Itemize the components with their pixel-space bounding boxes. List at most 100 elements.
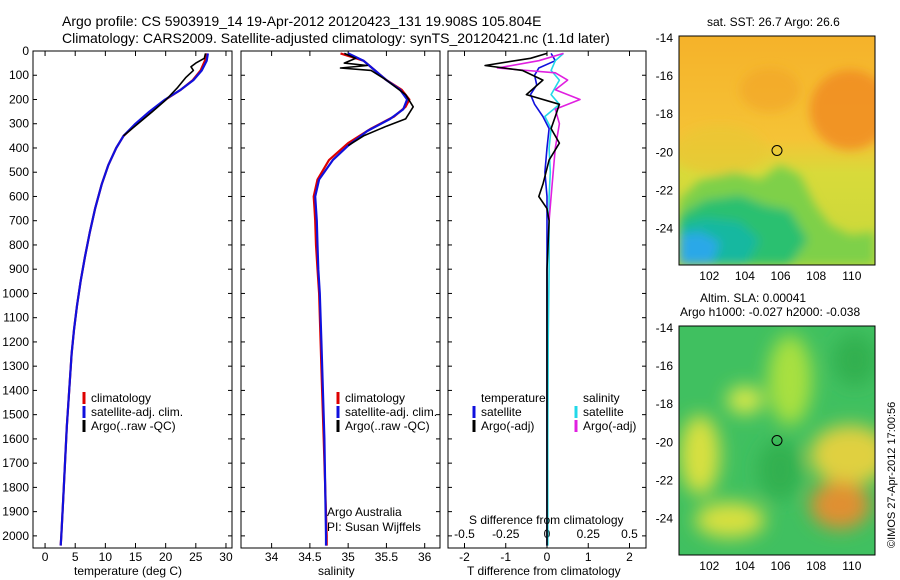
s-diff-tick-label: -0.5 (454, 527, 475, 541)
map-x-tick-label: 104 (735, 269, 755, 283)
depth-tick-label: 1800 (2, 480, 29, 494)
legend-label-t-argo: Argo(-adj) (481, 419, 534, 433)
map-x-tick-label: 102 (699, 269, 719, 283)
depth-tick-label: 500 (9, 165, 29, 179)
sst-map-image (679, 36, 875, 265)
x-tick-label: 35 (341, 550, 355, 564)
x-tick-label: 30 (219, 550, 233, 564)
map-y-tick-label: -16 (656, 69, 674, 83)
figure-title-line1: Argo profile: CS 5903919_14 19-Apr-2012 … (62, 13, 542, 29)
depth-tick-label: 0 (22, 44, 29, 58)
map-x-tick-label: 104 (735, 559, 755, 573)
x-tick-label: 0 (42, 550, 49, 564)
temperature-xlabel: temperature (deg C) (74, 564, 182, 578)
map-x-tick-label: 108 (806, 559, 826, 573)
temperature-panel (32, 50, 233, 549)
series-line-argo (339, 52, 415, 147)
legend-title-temperature: temperature (481, 391, 546, 405)
x-tick-label: 15 (129, 550, 143, 564)
legend-label-satellite: satellite-adj. clim. (91, 405, 183, 419)
x-tick-label: 25 (189, 550, 203, 564)
legend-label-argo: Argo(..raw -QC) (345, 419, 430, 433)
map-y-tick-label: -20 (656, 145, 674, 159)
imos-stamp: ©IMOS 27-Apr-2012 17:00:56 (886, 402, 898, 548)
map-x-tick-label: 102 (699, 559, 719, 573)
depth-tick-label: 1000 (2, 286, 29, 300)
depth-tick-label: 1700 (2, 456, 29, 470)
x-tick-label: 36 (418, 550, 432, 564)
map-y-tick-label: -22 (656, 474, 674, 488)
temperature-legend: climatology satellite-adj. clim. Argo(..… (82, 391, 183, 433)
sla-map-image (679, 326, 875, 555)
series-line-satellite (59, 53, 209, 546)
series-line-t-argo (484, 52, 561, 546)
map-x-tick-label: 108 (806, 269, 826, 283)
legend-label-satellite: satellite-adj. clim. (345, 405, 437, 419)
depth-tick-label: 100 (9, 68, 29, 82)
map-y-tick-label: -14 (656, 31, 674, 45)
series-line-climatology (312, 52, 411, 546)
legend-label-climatology: climatology (91, 391, 151, 405)
depth-tick-label: 1200 (2, 335, 29, 349)
map-x-tick-label: 110 (842, 559, 861, 573)
x-tick-label: 1 (585, 550, 592, 564)
credit-pi: PI: Susan Wijffels (327, 520, 421, 534)
depth-tick-label: 700 (9, 214, 29, 228)
sla-map-frame (678, 325, 876, 556)
x-tick-label: 35.5 (375, 550, 399, 564)
depth-tick-label: 2000 (2, 529, 29, 543)
series-line-satellite (314, 52, 409, 546)
sst-argo-position-marker (771, 145, 783, 156)
salinity-panel (240, 50, 441, 549)
depth-tick-label: 600 (9, 189, 29, 203)
map-y-tick-label: -22 (656, 184, 674, 198)
depth-tick-label: 300 (9, 117, 29, 131)
x-tick-label: 10 (99, 550, 113, 564)
s-diff-tick-label: 0.5 (621, 527, 638, 541)
series-line-s-argo (496, 52, 581, 221)
axes-layer: 0100200300400500600700800900100011001200… (2, 31, 861, 573)
sst-map-frame (678, 35, 876, 266)
depth-tick-label: 1600 (2, 432, 29, 446)
t-difference-xlabel: T difference from climatology (467, 564, 621, 578)
map-y-tick-label: -18 (656, 397, 674, 411)
map-y-tick-label: -14 (656, 321, 674, 335)
sla-map-title-line2: Argo h1000: -0.027 h2000: -0.038 (680, 305, 860, 319)
s-diff-tick-label: 0.25 (577, 527, 601, 541)
series-line-s-satellite (544, 52, 565, 546)
figure-title-line2: Climatology: CARS2009. Satellite-adjuste… (62, 30, 610, 46)
depth-tick-label: 800 (9, 238, 29, 252)
legend-label-climatology: climatology (345, 391, 405, 405)
depth-tick-label: 1400 (2, 383, 29, 397)
depth-tick-label: 900 (9, 262, 29, 276)
x-tick-label: 34.5 (298, 550, 322, 564)
x-tick-label: -2 (459, 550, 470, 564)
legend-label-s-argo: Argo(-adj) (583, 419, 636, 433)
map-x-tick-label: 106 (771, 269, 791, 283)
temperature-curves (59, 53, 209, 546)
x-tick-label: 34 (265, 550, 279, 564)
salinity-legend: climatology satellite-adj. clim. Argo(..… (336, 391, 437, 433)
credit-org: Argo Australia (327, 505, 402, 519)
sst-map-title: sat. SST: 26.7 Argo: 26.6 (707, 15, 840, 29)
depth-tick-label: 1500 (2, 408, 29, 422)
depth-tick-label: 1900 (2, 505, 29, 519)
legend-label-argo: Argo(..raw -QC) (91, 419, 176, 433)
salinity-curves (312, 52, 415, 546)
s-diff-tick-label: -0.25 (492, 527, 520, 541)
depth-tick-label: 200 (9, 92, 29, 106)
legend-label-t-satellite: satellite (481, 405, 522, 419)
depth-tick-label: 1100 (3, 311, 29, 325)
map-x-tick-label: 106 (771, 559, 791, 573)
difference-legend: temperature salinity satellite Argo(-adj… (472, 391, 636, 433)
sla-argo-position-marker (771, 435, 783, 446)
difference-curves (484, 52, 581, 546)
map-y-tick-label: -18 (656, 107, 674, 121)
legend-title-salinity: salinity (583, 391, 620, 405)
map-y-tick-label: -20 (656, 435, 674, 449)
salinity-xlabel: salinity (318, 564, 355, 578)
map-y-tick-label: -24 (656, 222, 674, 236)
x-tick-label: 20 (159, 550, 173, 564)
map-y-tick-label: -24 (656, 512, 674, 526)
